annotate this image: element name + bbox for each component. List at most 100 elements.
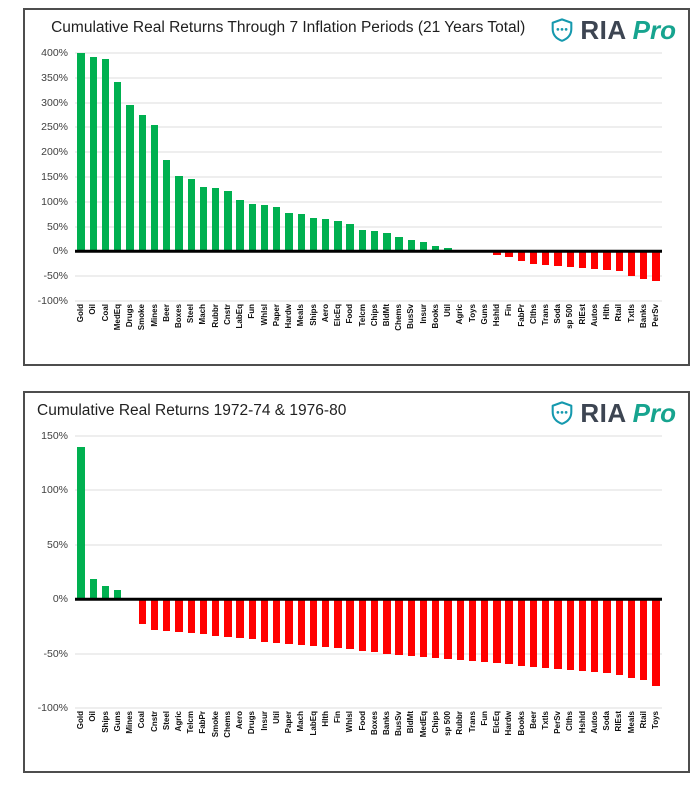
logo-text-pro: Pro [632,398,676,428]
bar [554,599,562,669]
y-axis-tick-label: 300% [41,96,68,109]
bar [187,179,195,252]
x-axis-category-text: Hshld [577,711,587,734]
x-axis-category-text: PerSv [651,304,661,327]
x-axis-category-label: Rubbr [210,304,222,360]
gridline [75,77,662,79]
x-axis-category-label: Food [356,711,368,767]
x-axis-category-label: Util [271,711,283,767]
bar [603,251,611,270]
x-axis-category-text: BusSv [406,304,416,329]
x-axis-category-label: Agric [454,304,466,360]
bar [163,159,171,252]
x-axis-category-text: Agric [173,711,183,732]
x-axis-category-label: Soda [552,304,564,360]
bar [199,599,208,634]
x-axis-category-label: Beer [528,711,540,767]
x-axis-category-label: Guns [112,711,124,767]
y-axis-tick-label: 0% [52,593,68,606]
x-axis-category-label: Cnstr [222,304,234,360]
x-axis-labels: Gold Oil Coal MedEq Drugs Smoke Mines Beer Boxes… [75,304,662,360]
gridline [75,201,662,203]
x-axis-category-text: Autos [589,304,599,327]
bar [211,599,220,637]
x-axis-category-label: RlEst [613,711,625,767]
x-axis-category-text: Rtail [638,711,648,729]
x-axis-category-text: Aero [320,304,330,323]
bar [505,251,513,258]
x-axis-category-label: Mines [148,304,160,360]
x-axis-category-label: Aero [320,304,332,360]
x-axis-category-text: Drugs [125,304,135,328]
logo-text-pro: Pro [632,15,676,45]
x-axis-category-text: Food [345,304,355,324]
x-axis-category-label: Food [344,304,356,360]
y-axis-tick-label: -100% [37,702,68,714]
x-axis-category-text: Toys [651,711,661,730]
bar [101,586,110,600]
x-axis-category-text: Chips [369,304,379,327]
bar [603,599,611,674]
x-axis-category-label: BusSv [405,304,417,360]
gridline [75,176,662,178]
x-axis-category-text: Gold [76,304,86,323]
x-axis-category-text: Txtls [626,304,636,323]
bar [358,599,367,652]
x-axis-category-text: Paper [284,711,294,734]
x-axis-category-label: Hshld [491,304,503,360]
chart-title: Cumulative Real Returns Through 7 Inflat… [51,19,526,36]
x-axis-category-label: RlEst [577,304,589,360]
x-axis-category-label: PerSv [650,304,662,360]
x-axis-category-label: Smoke [136,304,148,360]
y-axis-tick-label: 100% [41,484,68,497]
x-axis-category-text: MedEq [112,304,122,331]
bar [591,599,599,673]
x-axis-category-label: Chems [393,304,405,360]
bar [529,251,538,264]
x-axis-category-label: MedEq [112,304,124,360]
x-axis-category-label: Hlth [320,711,332,767]
bar [285,212,293,252]
bar [138,599,146,625]
bar [150,125,159,252]
x-axis-category-label: Rubbr [454,711,466,767]
x-axis-category-text: Gold [76,711,86,730]
top-chart-panel: Cumulative Real Returns Through 7 Inflat… [23,8,690,366]
gridline [75,275,662,277]
bar [211,188,220,252]
bar [627,599,636,678]
x-axis-category-label: Util [442,304,454,360]
x-axis-category-label: Coal [99,304,111,360]
x-axis-category-text: BldMt [381,304,391,327]
x-axis-category-text: Fun [479,711,489,726]
x-axis-category-label: Hlth [601,304,613,360]
x-axis-category-text: PerSv [553,711,563,734]
x-axis-category-label: Insur [418,304,430,360]
x-axis-category-label: Boxes [173,304,185,360]
logo-text-ria: RIA [580,15,627,45]
x-axis-category-text: Meals [296,304,306,327]
x-axis-category-text: FabPr [516,304,526,327]
gridline [75,653,662,655]
bar [297,213,305,252]
x-axis-category-label: Txtls [540,711,552,767]
x-axis-category-text: Fin [333,711,343,723]
x-axis-category-text: Banks [381,711,391,736]
x-axis-category-label: Mines [124,711,136,767]
x-axis-category-label: BldMt [381,304,393,360]
plot-area [75,435,662,709]
x-axis-category-label: Oil [87,304,99,360]
x-axis-category-text: Coal [100,304,110,322]
x-axis-category-label: sp 500 [564,304,576,360]
x-axis-category-text: LabEq [235,304,245,329]
x-axis-category-label: Autos [589,711,601,767]
y-axis-tick-label: 50% [46,538,68,551]
y-axis-tick-label: 50% [46,220,68,233]
bar [150,599,159,630]
bar [224,191,232,252]
bar [578,251,587,268]
plot-area [75,52,662,302]
x-axis-category-label: Books [515,711,527,767]
chart-area: 400% 350% 300% 250% 200% 150% 100% 50% 0% -50% -10… [33,47,678,307]
x-axis-category-text: Meals [626,711,636,734]
